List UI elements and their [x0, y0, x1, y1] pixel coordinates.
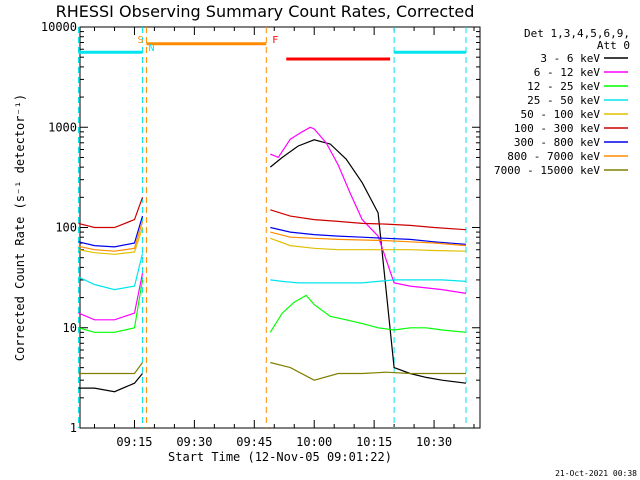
series-line	[78, 279, 144, 333]
series-line	[270, 279, 467, 284]
y-tick-label: 10000	[41, 20, 77, 34]
series-line	[270, 237, 467, 252]
series-line	[270, 231, 467, 247]
legend-label: 300 - 800 keV	[514, 136, 600, 149]
series-line	[270, 209, 467, 231]
y-tick-label: 1000	[48, 120, 77, 134]
legend-label: 6 - 12 keV	[534, 66, 601, 79]
legend-label: 800 - 7000 keV	[507, 150, 600, 163]
marker-s: S	[137, 35, 143, 46]
series-line	[269, 294, 467, 333]
x-tick-label: 10:30	[416, 435, 452, 449]
series-line	[270, 361, 466, 381]
footer-timestamp: 21-Oct-2021 00:38	[555, 469, 637, 478]
series-line	[78, 373, 143, 393]
plot-frame	[79, 26, 481, 429]
series-line	[78, 215, 144, 248]
series-line	[270, 126, 467, 294]
x-tick-label: 09:45	[236, 435, 272, 449]
legend-label: 25 - 50 keV	[527, 94, 600, 107]
series-line	[78, 221, 144, 252]
x-tick-label: 09:15	[116, 435, 152, 449]
series-line	[78, 273, 144, 321]
series-line	[269, 139, 467, 384]
legend-label: 7000 - 15000 keV	[494, 164, 600, 177]
series-line	[78, 197, 144, 229]
legend-label: 50 - 100 keV	[521, 108, 601, 121]
y-tick-label: 1	[70, 421, 77, 435]
x-tick-label: 10:15	[356, 435, 392, 449]
legend-label: 3 - 6 keV	[540, 52, 600, 65]
legend-label: 12 - 25 keV	[527, 80, 600, 93]
x-tick-label: 10:00	[296, 435, 332, 449]
x-tick-label: 09:30	[176, 435, 212, 449]
marker-f: F	[272, 35, 278, 46]
series-line	[270, 226, 467, 245]
chart-title: RHESSI Observing Summary Count Rates, Co…	[55, 2, 475, 21]
series-line	[78, 362, 143, 375]
series-line	[78, 253, 144, 291]
y-tick-label: 10	[63, 321, 77, 335]
series-line	[78, 227, 144, 255]
marker-n: N	[148, 43, 154, 54]
y-axis-label: Corrected Count Rate (s⁻¹ detector⁻¹)	[13, 94, 27, 361]
y-tick-label: 100	[55, 221, 77, 235]
legend-header: Det 1,3,4,5,6,9,	[524, 27, 630, 40]
legend-header: Att 0	[597, 39, 630, 52]
x-axis-label: Start Time (12-Nov-05 09:01:22)	[168, 450, 392, 464]
legend-label: 100 - 300 keV	[514, 122, 600, 135]
